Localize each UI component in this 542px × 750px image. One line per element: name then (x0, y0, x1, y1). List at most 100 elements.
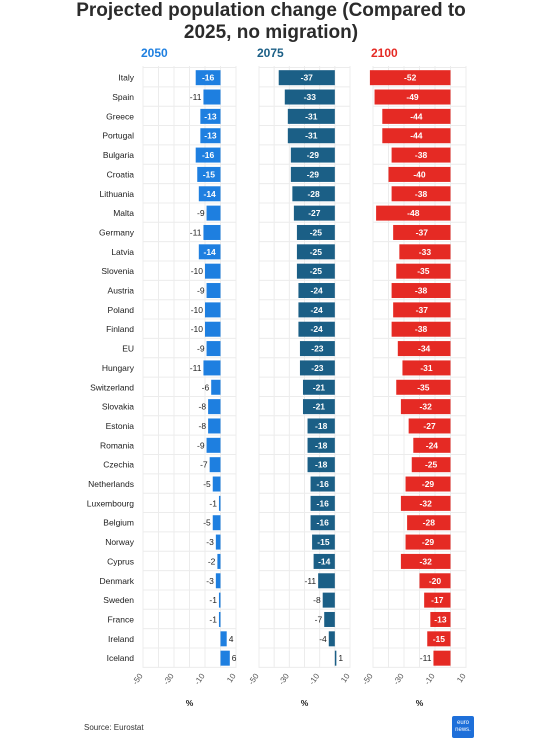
bar (206, 437, 221, 453)
bar (211, 379, 221, 395)
bar (328, 631, 335, 647)
value-label: -10 (191, 266, 204, 276)
value-label: -24 (310, 286, 323, 296)
bar (298, 302, 335, 318)
bar (433, 650, 451, 666)
bar (405, 534, 451, 550)
value-label: -9 (197, 286, 205, 296)
category-label: Denmark (100, 576, 135, 586)
bar (393, 302, 451, 318)
bar (212, 515, 221, 531)
bar (307, 437, 335, 453)
value-label: -7 (315, 614, 323, 624)
value-label: -14 (204, 247, 217, 257)
category-label: Croatia (107, 169, 135, 179)
bar (195, 147, 221, 163)
bar (203, 360, 221, 376)
value-label: -6 (202, 382, 210, 392)
bar (405, 476, 451, 492)
category-label: Malta (113, 208, 134, 218)
bar (218, 611, 221, 627)
bar (302, 399, 335, 415)
value-label: -25 (310, 266, 323, 276)
value-label: -29 (422, 537, 435, 547)
bar (296, 263, 335, 279)
bar (388, 166, 451, 182)
axis-label: % (186, 698, 194, 708)
value-label: -33 (304, 92, 317, 102)
value-label: -10 (191, 305, 204, 315)
bar (397, 341, 451, 357)
bar (400, 399, 451, 415)
value-label: -28 (423, 518, 436, 528)
bar (312, 534, 335, 550)
bar (402, 360, 451, 376)
value-label: -14 (204, 189, 217, 199)
bar (318, 573, 335, 589)
bar (220, 631, 227, 647)
euronews-logo: euro news. (452, 716, 474, 738)
value-label: -35 (417, 382, 430, 392)
value-label: -29 (307, 169, 320, 179)
chart-title: Projected population change (Compared to… (76, 0, 466, 43)
value-label: -25 (425, 460, 438, 470)
category-label: Sweden (103, 595, 134, 605)
axis-label: % (301, 698, 309, 708)
value-label: -31 (420, 363, 433, 373)
value-label: -11 (190, 92, 202, 102)
category-label: Portugal (102, 131, 134, 141)
category-label: Austria (108, 286, 135, 296)
value-label: -37 (416, 305, 429, 315)
value-label: -11 (190, 363, 202, 373)
bar (400, 495, 451, 511)
tick-label: -50 (361, 671, 375, 686)
category-label: Estonia (106, 421, 135, 431)
bar (298, 283, 335, 299)
value-label: -4 (319, 634, 327, 644)
bar (200, 108, 221, 124)
tick-label: -10 (423, 671, 437, 686)
bar (376, 205, 451, 221)
value-label: -5 (203, 479, 211, 489)
bar (396, 379, 451, 395)
value-label: -16 (202, 73, 215, 83)
bar (215, 534, 221, 550)
bar (391, 147, 451, 163)
value-label: -15 (317, 537, 330, 547)
bar (203, 224, 221, 240)
category-label: Lithuania (99, 189, 134, 199)
bar (215, 573, 221, 589)
bar (290, 166, 335, 182)
bar (197, 166, 221, 182)
category-label: Poland (108, 305, 135, 315)
bar (391, 186, 451, 202)
bar (208, 399, 221, 415)
bar (299, 360, 335, 376)
series-header-2075: 2075 (257, 46, 284, 60)
value-label: -23 (311, 344, 324, 354)
value-label: -40 (413, 169, 426, 179)
value-label: 4 (229, 634, 234, 644)
value-label: -32 (420, 498, 433, 508)
bar (218, 592, 221, 608)
bar (322, 592, 335, 608)
tick-label: 10 (339, 671, 352, 684)
bar (209, 457, 221, 473)
value-label: -24 (426, 440, 439, 450)
value-label: -38 (415, 189, 428, 199)
value-label: -9 (197, 208, 205, 218)
bar (299, 341, 335, 357)
category-label: EU (122, 344, 134, 354)
value-label: -14 (318, 556, 331, 566)
value-label: -16 (202, 150, 215, 160)
value-label: -32 (420, 402, 433, 412)
value-label: -49 (406, 92, 419, 102)
category-label: Norway (105, 537, 135, 547)
value-label: -16 (317, 479, 330, 489)
bar (217, 553, 221, 569)
value-label: -13 (204, 111, 217, 121)
bar (382, 108, 451, 124)
value-label: -8 (199, 402, 207, 412)
bar (293, 205, 335, 221)
series-header-2100: 2100 (371, 46, 398, 60)
